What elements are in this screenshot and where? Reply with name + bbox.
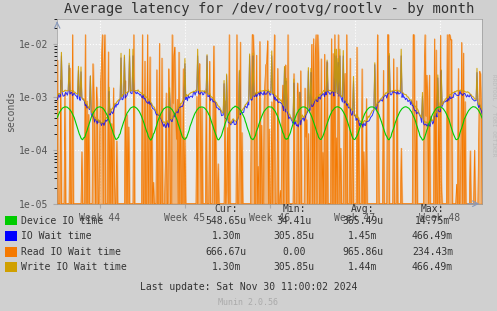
Text: RRDTOOL / TOBI OETIKER: RRDTOOL / TOBI OETIKER (491, 74, 496, 156)
Text: 234.43m: 234.43m (412, 247, 453, 257)
Text: 14.75m: 14.75m (415, 216, 450, 226)
Text: Max:: Max: (420, 204, 444, 214)
Text: Munin 2.0.56: Munin 2.0.56 (219, 298, 278, 307)
Text: Device IO time: Device IO time (21, 216, 103, 226)
Y-axis label: seconds: seconds (6, 91, 16, 132)
Text: Avg:: Avg: (351, 204, 375, 214)
Text: 466.49m: 466.49m (412, 231, 453, 241)
Text: 305.85u: 305.85u (274, 262, 315, 272)
Text: 1.44m: 1.44m (348, 262, 378, 272)
Text: 548.65u: 548.65u (206, 216, 247, 226)
Text: 1.30m: 1.30m (211, 262, 241, 272)
Text: Read IO Wait time: Read IO Wait time (21, 247, 121, 257)
Text: 965.86u: 965.86u (342, 247, 383, 257)
Text: 466.49m: 466.49m (412, 262, 453, 272)
Text: 666.67u: 666.67u (206, 247, 247, 257)
Text: Min:: Min: (282, 204, 306, 214)
Text: 365.49u: 365.49u (342, 216, 383, 226)
Text: IO Wait time: IO Wait time (21, 231, 92, 241)
Text: Cur:: Cur: (214, 204, 238, 214)
Text: 34.41u: 34.41u (277, 216, 312, 226)
Title: Average latency for /dev/rootvg/rootlv - by month: Average latency for /dev/rootvg/rootlv -… (65, 2, 475, 16)
Text: 305.85u: 305.85u (274, 231, 315, 241)
Text: Write IO Wait time: Write IO Wait time (21, 262, 127, 272)
Text: Last update: Sat Nov 30 11:00:02 2024: Last update: Sat Nov 30 11:00:02 2024 (140, 282, 357, 292)
Text: 0.00: 0.00 (282, 247, 306, 257)
Text: 1.30m: 1.30m (211, 231, 241, 241)
Text: 1.45m: 1.45m (348, 231, 378, 241)
